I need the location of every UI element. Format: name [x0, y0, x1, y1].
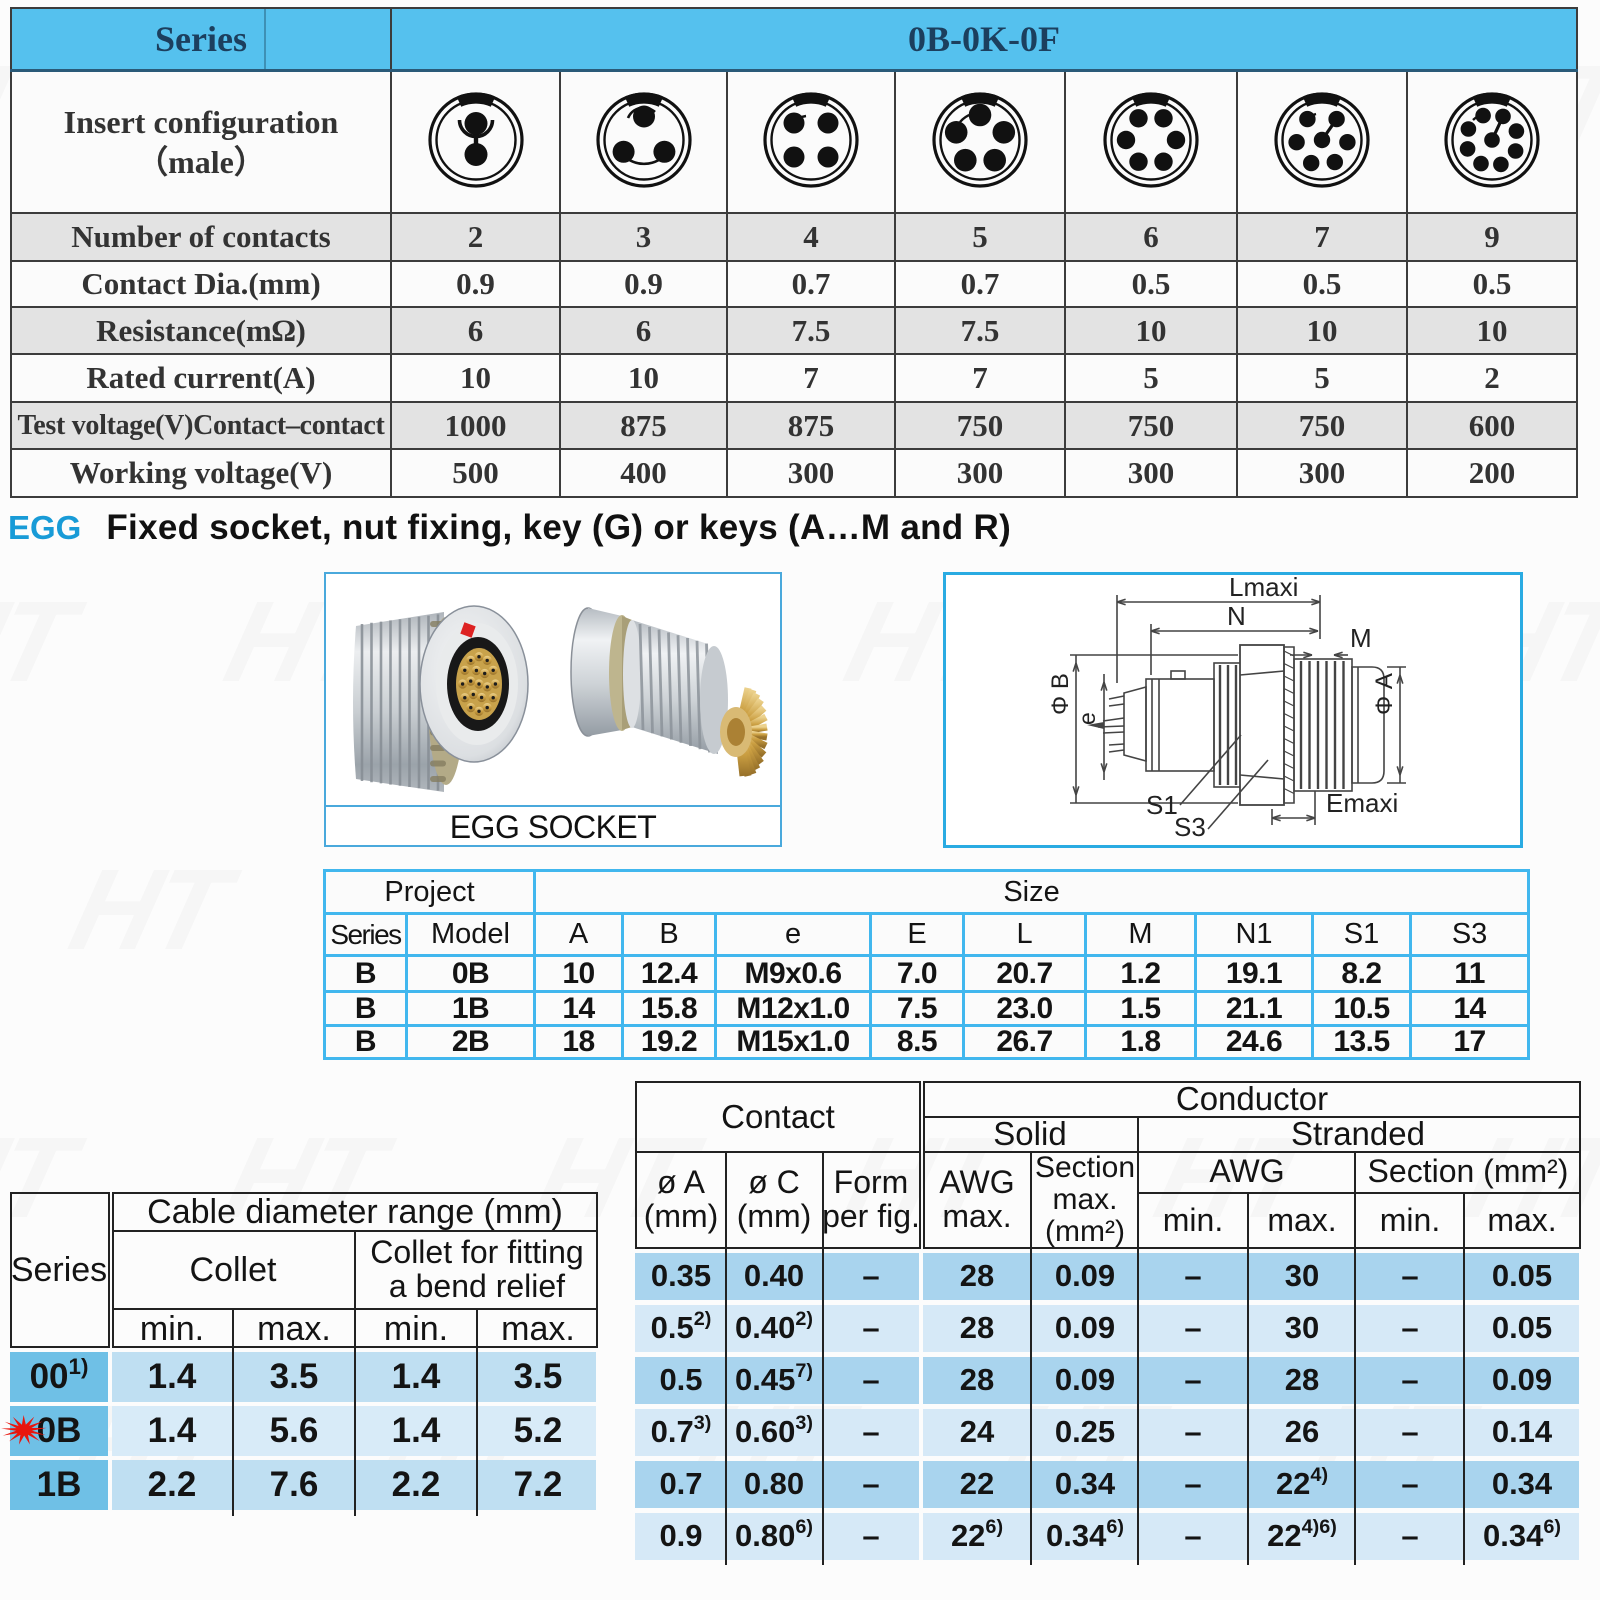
- svg-text:Emaxi: Emaxi: [1326, 788, 1398, 818]
- svg-text:e: e: [1074, 712, 1100, 725]
- svg-text:Φ B: Φ B: [1047, 673, 1074, 715]
- svg-text:S3: S3: [1174, 812, 1206, 839]
- svg-text:N: N: [1227, 601, 1246, 631]
- svg-text:Φ A: Φ A: [1371, 673, 1398, 715]
- svg-text:M: M: [1350, 623, 1372, 653]
- svg-text:S1: S1: [1146, 790, 1178, 820]
- svg-text:Lmaxi: Lmaxi: [1229, 575, 1298, 602]
